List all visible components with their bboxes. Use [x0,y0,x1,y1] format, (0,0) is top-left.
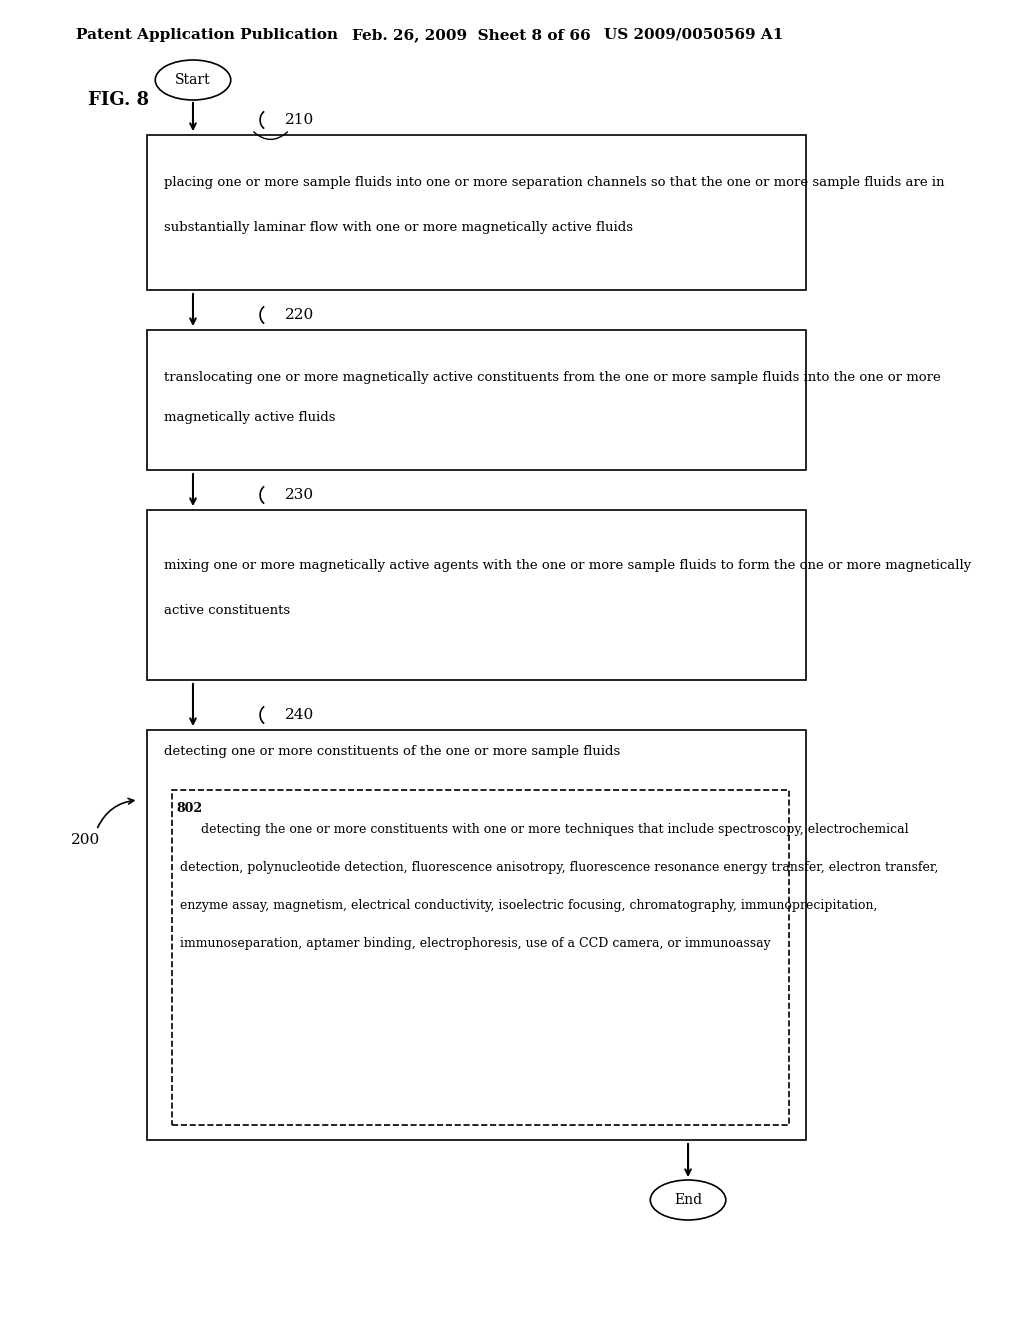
Text: US 2009/0050569 A1: US 2009/0050569 A1 [604,28,783,42]
Text: 220: 220 [286,308,314,322]
Ellipse shape [650,1180,726,1220]
Text: substantially laminar flow with one or more magnetically active fluids: substantially laminar flow with one or m… [164,220,633,234]
FancyBboxPatch shape [146,330,806,470]
Text: 210: 210 [286,114,314,127]
FancyBboxPatch shape [172,789,788,1125]
Text: mixing one or more magnetically active agents with the one or more sample fluids: mixing one or more magnetically active a… [164,558,971,572]
Text: immunoseparation, aptamer binding, electrophoresis, use of a CCD camera, or immu: immunoseparation, aptamer binding, elect… [180,937,771,950]
Text: 230: 230 [286,488,314,502]
FancyBboxPatch shape [146,730,806,1140]
Text: Patent Application Publication: Patent Application Publication [76,28,338,42]
Text: 200: 200 [72,833,100,847]
Text: detecting the one or more constituents with one or more techniques that include : detecting the one or more constituents w… [202,824,909,837]
FancyBboxPatch shape [146,135,806,290]
Text: translocating one or more magnetically active constituents from the one or more : translocating one or more magnetically a… [164,371,940,384]
Text: magnetically active fluids: magnetically active fluids [164,412,335,425]
Text: FIG. 8: FIG. 8 [88,91,150,110]
Text: Feb. 26, 2009  Sheet 8 of 66: Feb. 26, 2009 Sheet 8 of 66 [352,28,591,42]
Text: 802: 802 [176,801,203,814]
Text: enzyme assay, magnetism, electrical conductivity, isoelectric focusing, chromato: enzyme assay, magnetism, electrical cond… [180,899,878,912]
Ellipse shape [156,59,230,100]
Text: active constituents: active constituents [164,603,290,616]
Text: detection, polynucleotide detection, fluorescence anisotropy, fluorescence reson: detection, polynucleotide detection, flu… [180,862,939,874]
Text: detecting one or more constituents of the one or more sample fluids: detecting one or more constituents of th… [164,746,620,759]
Text: Start: Start [175,73,211,87]
FancyBboxPatch shape [146,510,806,680]
Text: End: End [674,1193,702,1206]
Text: 240: 240 [286,708,314,722]
Text: placing one or more sample fluids into one or more separation channels so that t: placing one or more sample fluids into o… [164,176,944,189]
